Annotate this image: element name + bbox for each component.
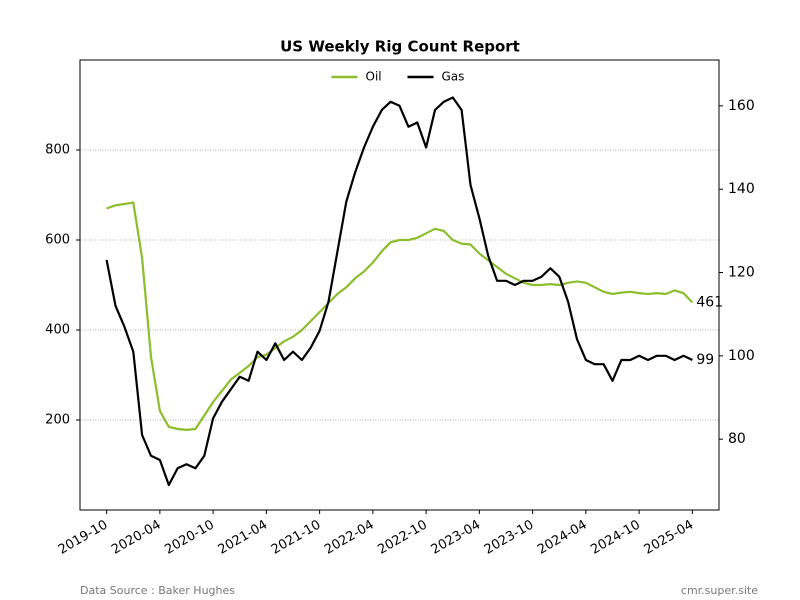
legend-label: Gas (442, 70, 465, 84)
y-tick-label: 200 (45, 413, 70, 428)
y-tick-label: 400 (45, 323, 70, 338)
y2-tick-label: 120 (728, 265, 755, 281)
end-value-label: 99 (696, 352, 714, 368)
y2-tick-label: 100 (728, 348, 755, 364)
series-line (106, 201, 694, 431)
chart-title: US Weekly Rig Count Report (280, 38, 520, 56)
y-tick-label: 600 (45, 233, 70, 248)
site-credit: cmr.super.site (681, 584, 758, 597)
y2-tick-label: 80 (728, 431, 746, 447)
legend-label: Oil (366, 70, 382, 84)
series-line (105, 96, 693, 487)
end-value-label: 461 (696, 295, 723, 311)
y2-tick-label: 140 (728, 181, 755, 197)
y-tick-label: 800 (45, 143, 70, 158)
y2-tick-label: 160 (728, 98, 755, 114)
source-note: Data Source : Baker Hughes (80, 584, 235, 597)
plot-frame (79, 59, 720, 511)
